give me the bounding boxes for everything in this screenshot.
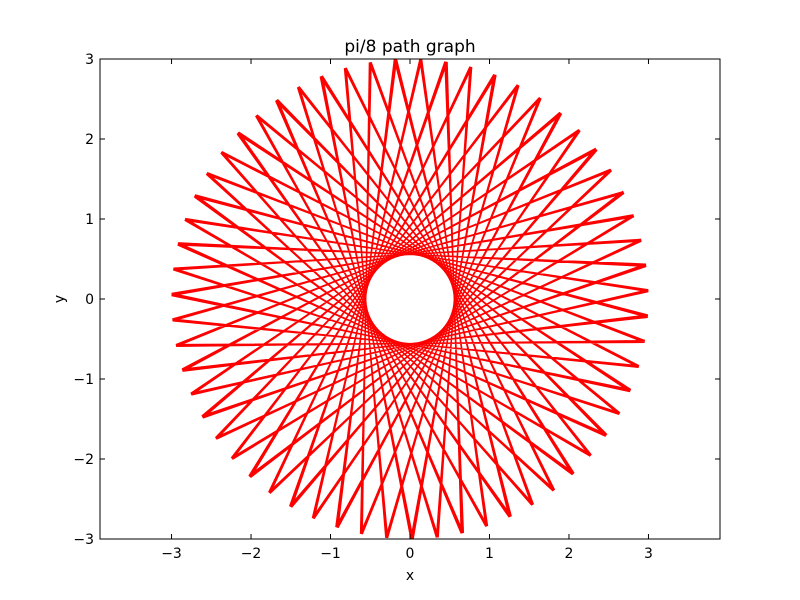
x-tick-label: 2 [565, 546, 574, 562]
x-tick-label: −1 [320, 546, 341, 562]
x-axis-label: x [406, 568, 414, 584]
axes: −3 −2 −1 0 1 2 3 −3 −2 −1 0 1 2 3 [73, 52, 721, 562]
x-tick-label: 1 [485, 546, 494, 562]
y-tick-label: 1 [85, 212, 94, 228]
y-tick-label: −2 [73, 452, 94, 468]
x-tick-label: −2 [241, 546, 262, 562]
series-0-line [171, 59, 649, 539]
y-tick-label: 2 [85, 132, 94, 148]
y-tick-label: −3 [73, 532, 94, 548]
x-tick-label: 3 [644, 546, 653, 562]
x-tick-label: −3 [161, 546, 182, 562]
chart-title: pi/8 path graph [344, 37, 475, 57]
y-tick-label: 3 [85, 52, 94, 68]
y-axis-label: y [52, 295, 68, 303]
plot-area [171, 59, 649, 539]
x-tick-label: 0 [406, 546, 415, 562]
y-tick-label: 0 [85, 292, 94, 308]
y-tick-label: −1 [73, 372, 94, 388]
